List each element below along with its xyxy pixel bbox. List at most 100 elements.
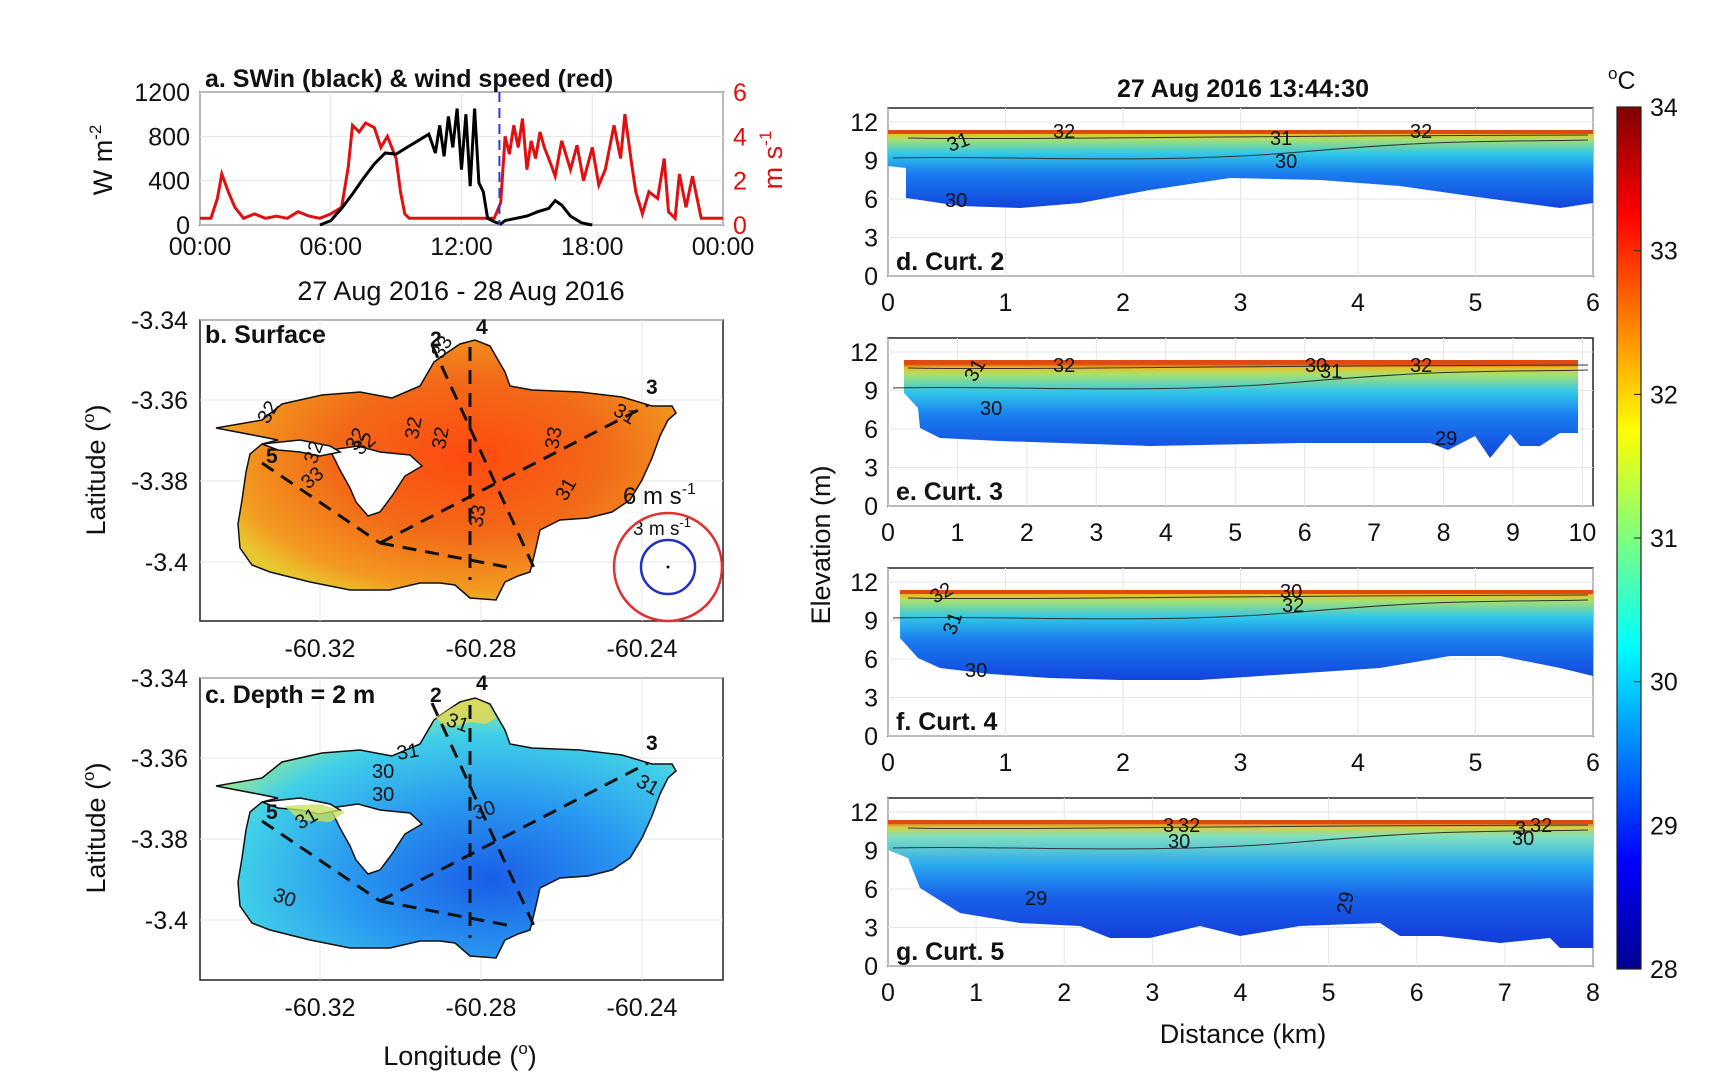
- curtain-ytick-label: 0: [864, 493, 878, 521]
- contour-label: 32: [401, 415, 427, 441]
- curtain-xtick-label: 3: [1089, 519, 1103, 547]
- contour-label: 30: [1168, 831, 1190, 853]
- curtain-ytick-label: 6: [864, 186, 878, 214]
- panel-a-xtick-label: 18:00: [561, 233, 624, 261]
- curtain-ytick-label: 12: [850, 339, 878, 367]
- svg-text:W m-2: W m-2: [86, 125, 118, 196]
- colorbar-tick-label: 29: [1650, 812, 1678, 840]
- panel-b-transects: [261, 344, 649, 580]
- panel-a-ytick-right-label: 2: [733, 168, 747, 196]
- svg-text:Latitude (o): Latitude (o): [79, 404, 111, 535]
- panel-a-ytick-right-label: 4: [733, 123, 747, 151]
- transect-label: 4: [476, 672, 488, 695]
- panel-d-title: d. Curt. 2: [896, 248, 1004, 276]
- panel-c-xlabel: Longitude (o): [383, 1039, 537, 1071]
- contour-label: 31: [1320, 361, 1342, 383]
- curtain-xtick-label: 2: [1020, 519, 1034, 547]
- curtain-ytick-label: 12: [850, 569, 878, 597]
- panel-a-title: a. SWin (black) & wind speed (red): [205, 65, 613, 93]
- panel-c-transects: [261, 702, 649, 938]
- curtain-ytick-label: 12: [850, 799, 878, 827]
- contour-label: 3: [1163, 815, 1174, 837]
- transect-label: 5: [266, 801, 278, 824]
- contour-label: 30: [1280, 581, 1302, 603]
- curtain-xtick-label: 2: [1116, 749, 1130, 777]
- contour-line: [892, 139, 1589, 160]
- panel-d-temperature-field: [888, 130, 1593, 208]
- curtain-xtick-label: 7: [1498, 979, 1512, 1007]
- svg-text:m s-1: m s-1: [756, 131, 788, 190]
- map-ytick-label: -3.38: [131, 826, 188, 854]
- map-xtick-label: -60.32: [285, 994, 356, 1022]
- contour-line: [892, 369, 1589, 390]
- colorbar-tick-label: 33: [1650, 238, 1678, 266]
- contour-label: 30: [1512, 828, 1534, 850]
- contour-label: 32: [1178, 815, 1200, 837]
- panel-a-ytick-left-label: 1200: [134, 79, 190, 107]
- curtain-xtick-label: 5: [1322, 979, 1336, 1007]
- contour-label: 32: [1530, 815, 1552, 837]
- curtain-xtick-label: 8: [1437, 519, 1451, 547]
- map-ytick-label: -3.34: [131, 665, 188, 693]
- panel-b-inlet: [261, 439, 343, 457]
- curtain-xtick-label: 0: [881, 979, 895, 1007]
- panel-e-surface-band: [904, 360, 1578, 364]
- transect-label: 3: [646, 732, 658, 755]
- curtain-ytick-label: 6: [864, 416, 878, 444]
- panel-c-island: [328, 803, 424, 875]
- panel-b-title: b. Surface: [205, 321, 326, 349]
- curtain-xtick-label: 5: [1469, 749, 1483, 777]
- curtain-xtick-label: 1: [999, 289, 1013, 317]
- curtain-xtick-label: 8: [1586, 979, 1600, 1007]
- panel-c-warm-edge: [436, 699, 496, 726]
- curtain-ytick-label: 0: [864, 723, 878, 751]
- curtain-xtick-label: 6: [1586, 289, 1600, 317]
- curtain-ytick-label: 6: [864, 646, 878, 674]
- contour-label: 32: [1282, 595, 1304, 617]
- map-xtick-label: -60.24: [607, 635, 678, 663]
- transect-label: 5: [266, 445, 278, 468]
- panel-a-ytick-left-label: 400: [148, 168, 190, 196]
- contour-label: 30: [980, 398, 1002, 420]
- panel-e-temperature-field: [904, 363, 1578, 458]
- transect-label: 4: [476, 316, 488, 339]
- colorbar-tick-label: 34: [1650, 94, 1678, 122]
- curtain-ytick-label: 3: [864, 225, 878, 253]
- contour-label: 33: [465, 503, 491, 529]
- map-xtick-label: -60.28: [446, 635, 517, 663]
- curtain-xtick-label: 6: [1298, 519, 1312, 547]
- contour-label: 31: [395, 739, 421, 765]
- contour-label: 32: [1053, 121, 1075, 143]
- panel-f-temperature-field: [900, 590, 1593, 680]
- map-xtick-label: -60.24: [607, 994, 678, 1022]
- panel-a-xtick-label: 00:00: [692, 233, 755, 261]
- map-ytick-label: -3.36: [131, 745, 188, 773]
- curtain-xtick-label: 2: [1116, 289, 1130, 317]
- panel-a-ytick-right-label: 6: [733, 79, 747, 107]
- curtain-ytick-label: 0: [864, 953, 878, 981]
- curtain-xtick-label: 1: [969, 979, 983, 1007]
- panel-f-surface-band: [900, 590, 1593, 594]
- curtain-xtick-label: 3: [1145, 979, 1159, 1007]
- contour-line: [907, 824, 1589, 830]
- panel-f-title: f. Curt. 4: [896, 708, 997, 736]
- curtain-xtick-label: 4: [1351, 749, 1365, 777]
- curtain-ytick-label: 9: [864, 608, 878, 636]
- colorbar-tick-label: 32: [1650, 381, 1678, 409]
- panel-c-lake-field: [215, 697, 677, 959]
- contour-line: [907, 594, 1589, 600]
- curtain-xtick-label: 2: [1057, 979, 1071, 1007]
- curtain-xtick-label: 4: [1159, 519, 1173, 547]
- map-ytick-label: -3.4: [145, 549, 188, 577]
- panel-a-xlabel: 27 Aug 2016 - 28 Aug 2016: [297, 276, 624, 306]
- panel-d-surface-band: [888, 130, 1593, 134]
- curtain-xtick-label: 9: [1506, 519, 1520, 547]
- contour-label: 29: [1025, 888, 1047, 910]
- panel-c-title: c. Depth = 2 m: [205, 681, 375, 709]
- curtain-xtick-label: 6: [1586, 749, 1600, 777]
- contour-label: 31: [1270, 128, 1292, 150]
- contour-label: 32: [1053, 355, 1075, 377]
